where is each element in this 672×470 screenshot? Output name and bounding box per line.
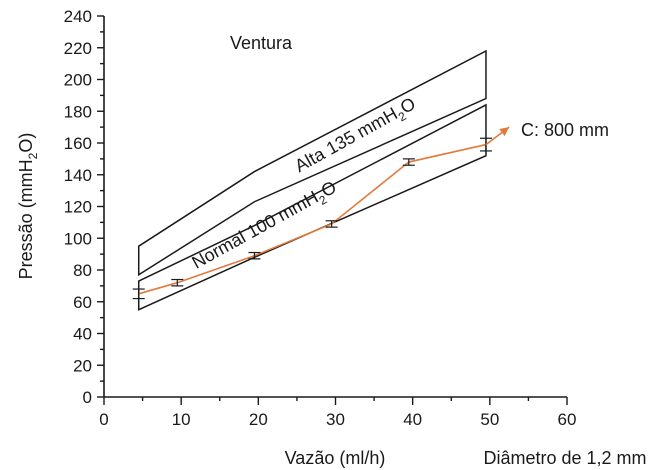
data-point bbox=[171, 278, 184, 287]
y-axis-label-end: O) bbox=[16, 133, 36, 153]
y-tick-label: 180 bbox=[64, 102, 92, 121]
series-label-c800: C: 800 mm bbox=[521, 120, 609, 140]
x-tick-label: 50 bbox=[480, 410, 499, 429]
x-tick-label: 0 bbox=[99, 410, 108, 429]
y-axis-label-subscript: 2 bbox=[26, 152, 40, 159]
x-tick-label: 10 bbox=[172, 410, 191, 429]
series-line-c800 bbox=[138, 143, 487, 295]
y-tick-label: 200 bbox=[64, 71, 92, 90]
data-point bbox=[248, 251, 261, 260]
band-label-normal-main: Normal 100 mmH bbox=[189, 187, 322, 273]
chart-title: Ventura bbox=[230, 33, 293, 53]
x-tick-label: 30 bbox=[326, 410, 345, 429]
x-axis-secondary-label: Diâmetro de 1,2 mm bbox=[483, 448, 646, 468]
series-layer bbox=[132, 126, 510, 300]
y-axis-label: Pressão (mmH2O) bbox=[16, 133, 40, 280]
series-arrow-head-icon bbox=[499, 127, 510, 137]
bands-layer bbox=[137, 49, 487, 311]
x-tick-label: 60 bbox=[558, 410, 577, 429]
y-tick-label: 140 bbox=[64, 166, 92, 185]
x-axis-label: Vazão (ml/h) bbox=[285, 448, 386, 468]
data-point bbox=[325, 220, 338, 228]
y-tick-label: 240 bbox=[64, 7, 92, 26]
data-point bbox=[402, 158, 415, 166]
y-tick-label: 40 bbox=[73, 325, 92, 344]
axes-layer bbox=[103, 16, 567, 398]
y-tick-label: 160 bbox=[64, 134, 92, 153]
band-normal bbox=[137, 103, 487, 311]
band-label-alta-main: Alta 135 mmH bbox=[291, 103, 400, 176]
y-tick-label: 0 bbox=[83, 388, 92, 407]
x-tick-label: 40 bbox=[403, 410, 422, 429]
x-ticks: 0 10 20 30 40 50 60 bbox=[99, 397, 576, 429]
y-tick-label: 100 bbox=[64, 229, 92, 248]
x-tick-label: 20 bbox=[249, 410, 268, 429]
y-tick-label: 60 bbox=[73, 293, 92, 312]
y-tick-label: 220 bbox=[64, 39, 92, 58]
y-ticks: 0 20 40 60 80 100 120 140 160 180 200 220 240 bbox=[64, 7, 104, 407]
y-axis-label-main: Pressão (mmH bbox=[16, 159, 36, 279]
y-tick-label: 80 bbox=[73, 261, 92, 280]
y-tick-label: 20 bbox=[73, 356, 92, 375]
band-alta bbox=[137, 49, 487, 277]
data-point bbox=[132, 288, 145, 300]
y-tick-label: 120 bbox=[64, 198, 92, 217]
